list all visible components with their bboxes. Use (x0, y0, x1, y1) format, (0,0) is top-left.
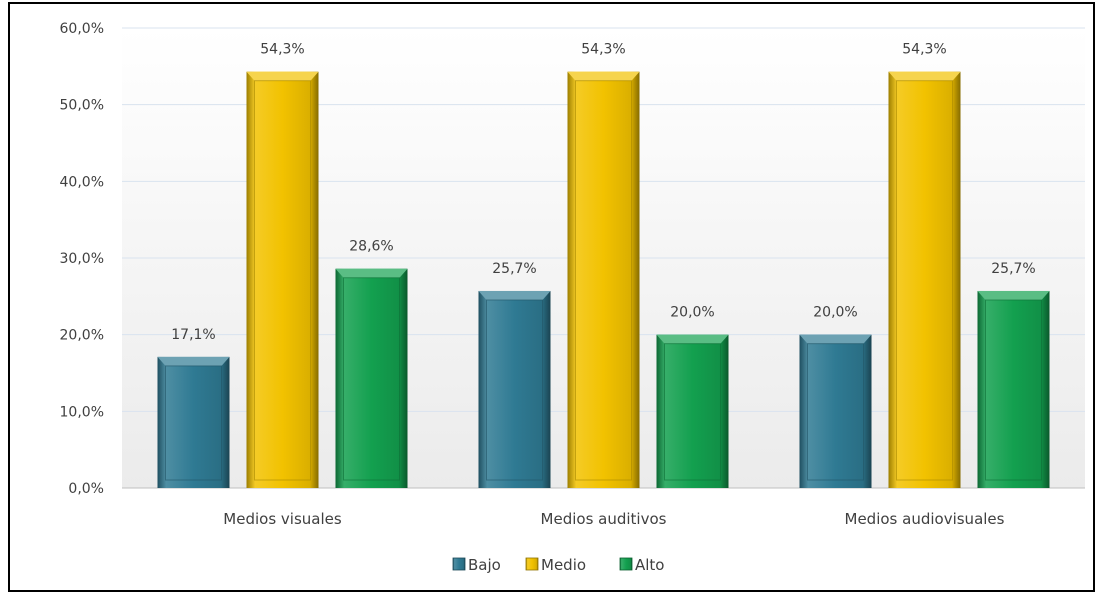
data-label: 20,0% (670, 305, 714, 321)
legend-label: Alto (635, 556, 665, 574)
legend-swatch (525, 557, 539, 571)
legend-label: Bajo (468, 556, 501, 574)
legend-item-alto: Alto (619, 556, 665, 574)
data-label: 25,7% (991, 261, 1035, 277)
legend-item-bajo: Bajo (452, 556, 501, 574)
bar-alto (335, 268, 408, 488)
bar-medio (888, 71, 961, 488)
data-label: 54,3% (260, 42, 304, 58)
bar-alto (977, 290, 1050, 488)
x-category-label: Medios auditivos (541, 510, 667, 528)
y-tick-label: 60,0% (60, 21, 104, 37)
y-tick-label: 10,0% (60, 404, 104, 420)
y-tick-label: 40,0% (60, 174, 104, 190)
y-tick-label: 20,0% (60, 328, 104, 344)
data-label: 54,3% (902, 42, 946, 58)
legend-item-medio: Medio (525, 556, 586, 574)
bar-alto (656, 334, 729, 488)
legend-label: Medio (541, 556, 586, 574)
legend-swatch (619, 557, 633, 571)
data-label: 28,6% (349, 239, 393, 255)
bar-medio (567, 71, 640, 488)
bar-bajo (478, 290, 551, 488)
y-tick-label: 30,0% (60, 251, 104, 267)
data-label: 20,0% (813, 305, 857, 321)
bar-medio (246, 71, 319, 488)
y-tick-label: 50,0% (60, 98, 104, 114)
x-category-label: Medios audiovisuales (845, 510, 1005, 528)
data-label: 17,1% (171, 327, 215, 343)
bar-bajo (157, 356, 230, 488)
legend-swatch (452, 557, 466, 571)
data-label: 25,7% (492, 261, 536, 277)
y-tick-label: 0,0% (68, 481, 104, 497)
x-category-label: Medios visuales (223, 510, 342, 528)
data-label: 54,3% (581, 42, 625, 58)
bar-bajo (799, 334, 872, 488)
